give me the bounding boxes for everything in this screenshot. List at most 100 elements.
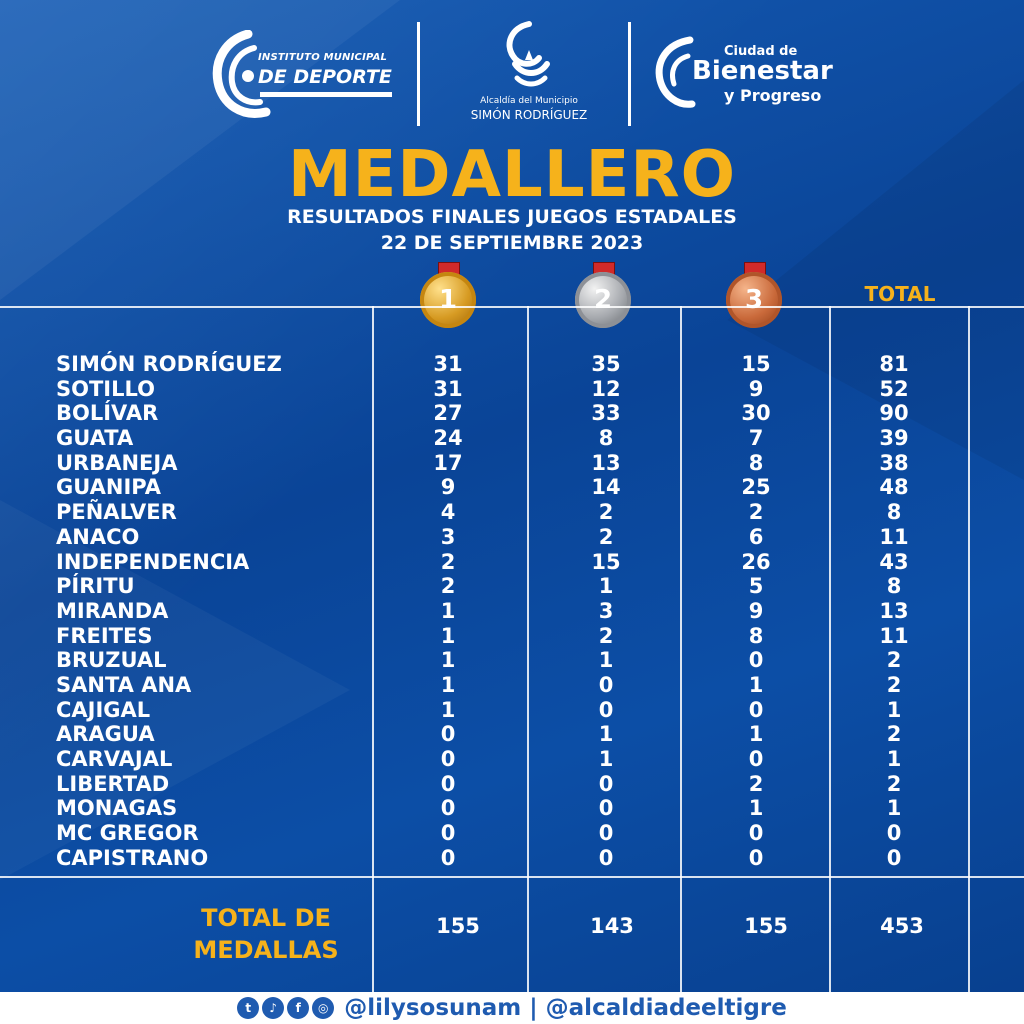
column-divider xyxy=(680,306,682,992)
table-row: CAPISTRANO 0 0 0 0 xyxy=(0,846,1024,871)
total-count: 39 xyxy=(879,426,909,451)
municipality-name: BOLÍVAR xyxy=(56,401,159,426)
total-count: 0 xyxy=(886,845,902,870)
table-row: ARAGUA 0 1 1 2 xyxy=(0,722,1024,747)
gold-count: 9 xyxy=(440,475,456,500)
total-count: 2 xyxy=(886,672,902,697)
silver-count: 1 xyxy=(598,574,614,599)
twitter-icon[interactable]: t xyxy=(237,997,260,1019)
silver-count: 1 xyxy=(598,747,614,771)
municipality-name: CAJIGAL xyxy=(56,697,151,722)
bronze-count: 0 xyxy=(748,747,764,771)
gold-count: 0 xyxy=(440,821,456,846)
municipality-name: GUANIPA xyxy=(56,475,161,500)
table-row: FREITES 1 2 8 11 xyxy=(0,624,1024,649)
tiktok-icon[interactable]: ♪ xyxy=(262,997,285,1019)
alcaldia-line1: Alcaldía del Municipio xyxy=(480,96,578,106)
bronze-count: 0 xyxy=(748,697,764,722)
total-count: 1 xyxy=(886,747,902,771)
bronze-count: 6 xyxy=(748,524,764,549)
total-count: 8 xyxy=(886,574,902,599)
table-row: BRUZUAL 1 1 0 2 xyxy=(0,648,1024,673)
bienestar-swirl-icon xyxy=(655,36,696,108)
deporte-logo: INSTITUTO MUNICIPAL DE DEPORTE xyxy=(208,30,398,122)
alcaldia-logo: Alcaldía del Municipio SIMÓN RODRÍGUEZ xyxy=(444,18,614,130)
bronze-medal-number: 3 xyxy=(726,272,782,328)
gold-medal-icon: 1 xyxy=(418,262,478,334)
total-count: 38 xyxy=(879,450,909,475)
table-total-separator xyxy=(0,876,1024,878)
table-row: SIMÓN RODRÍGUEZ 31 35 15 81 xyxy=(0,352,1024,377)
bronze-count: 0 xyxy=(748,821,764,846)
deporte-line1: INSTITUTO MUNICIPAL xyxy=(258,52,388,63)
social-icons: t ♪ f ◎ xyxy=(237,997,335,1019)
gold-medal-number: 1 xyxy=(420,272,476,328)
total-count: 13 xyxy=(879,598,909,623)
municipality-name: GUATA xyxy=(56,426,134,451)
background xyxy=(0,0,1024,992)
silver-count: 35 xyxy=(591,352,621,376)
table-row: BOLÍVAR 27 33 30 90 xyxy=(0,401,1024,426)
deporte-line2: DE DEPORTE xyxy=(258,66,392,88)
bronze-count: 2 xyxy=(748,500,764,525)
bronze-count: 26 xyxy=(741,549,771,574)
total-gold: 155 xyxy=(436,914,480,938)
municipality-name: SIMÓN RODRÍGUEZ xyxy=(56,352,282,376)
bienestar-line1: Ciudad de xyxy=(724,44,798,59)
total-label-line1: TOTAL DE xyxy=(201,904,331,932)
bronze-count: 1 xyxy=(748,796,764,821)
total-count: 90 xyxy=(879,401,909,426)
silver-count: 0 xyxy=(598,697,614,722)
municipality-name: ANACO xyxy=(56,524,140,549)
gold-count: 1 xyxy=(440,648,456,673)
municipality-name: URBANEJA xyxy=(56,450,178,475)
gold-count: 24 xyxy=(433,426,463,451)
silver-count: 0 xyxy=(598,821,614,846)
table-row: GUATA 24 8 7 39 xyxy=(0,426,1024,451)
bronze-medal-icon: 3 xyxy=(724,262,784,334)
facebook-icon[interactable]: f xyxy=(287,997,310,1019)
total-count: 0 xyxy=(886,821,902,846)
instagram-icon[interactable]: ◎ xyxy=(312,997,335,1019)
gold-count: 27 xyxy=(433,401,463,426)
municipality-name: PEÑALVER xyxy=(56,500,177,525)
bronze-count: 0 xyxy=(748,845,764,870)
column-divider xyxy=(968,306,970,992)
municipality-name: BRUZUAL xyxy=(56,648,167,673)
municipality-name: PÍRITU xyxy=(56,574,135,599)
bronze-count: 5 xyxy=(748,574,764,599)
logo-divider xyxy=(628,22,631,126)
footer: t ♪ f ◎ @lilysosunam | @alcaldiadeeltigr… xyxy=(0,992,1024,1024)
silver-count: 0 xyxy=(598,845,614,870)
gold-count: 0 xyxy=(440,796,456,821)
silver-count: 8 xyxy=(598,426,614,451)
total-label-line2: MEDALLAS xyxy=(193,936,339,964)
gold-count: 1 xyxy=(440,697,456,722)
bronze-count: 8 xyxy=(748,450,764,475)
total-count: 1 xyxy=(886,796,902,821)
gold-count: 0 xyxy=(440,845,456,870)
bienestar-logo: Ciudad de Bienestar y Progreso xyxy=(652,32,852,122)
table-row: SOTILLO 31 12 9 52 xyxy=(0,377,1024,402)
bronze-count: 30 xyxy=(741,401,771,426)
table-row: SANTA ANA 1 0 1 2 xyxy=(0,673,1024,698)
gold-count: 31 xyxy=(433,376,463,401)
total-count: 2 xyxy=(886,648,902,673)
gold-count: 17 xyxy=(433,450,463,475)
municipality-name: MC GREGOR xyxy=(56,821,199,846)
social-handles[interactable]: @lilysosunam | @alcaldiadeeltigre xyxy=(344,995,787,1021)
page-date: 22 DE SEPTIEMBRE 2023 xyxy=(380,232,644,254)
medal-table: SIMÓN RODRÍGUEZ 31 35 15 81 SOTILLO 31 12 9 52 BOL… xyxy=(0,352,1024,870)
bronze-count: 0 xyxy=(748,648,764,673)
table-row: MONAGAS 0 0 1 1 xyxy=(0,796,1024,821)
table-row: URBANEJA 17 13 8 38 xyxy=(0,451,1024,476)
municipality-name: SANTA ANA xyxy=(56,672,192,697)
logo-divider xyxy=(417,22,420,126)
total-count: 2 xyxy=(886,722,902,747)
table-top-line xyxy=(0,306,1024,308)
silver-count: 12 xyxy=(591,376,621,401)
bronze-count: 9 xyxy=(748,598,764,623)
bronze-count: 15 xyxy=(741,352,771,376)
total-count: 52 xyxy=(879,376,909,401)
bronze-count: 8 xyxy=(748,623,764,648)
